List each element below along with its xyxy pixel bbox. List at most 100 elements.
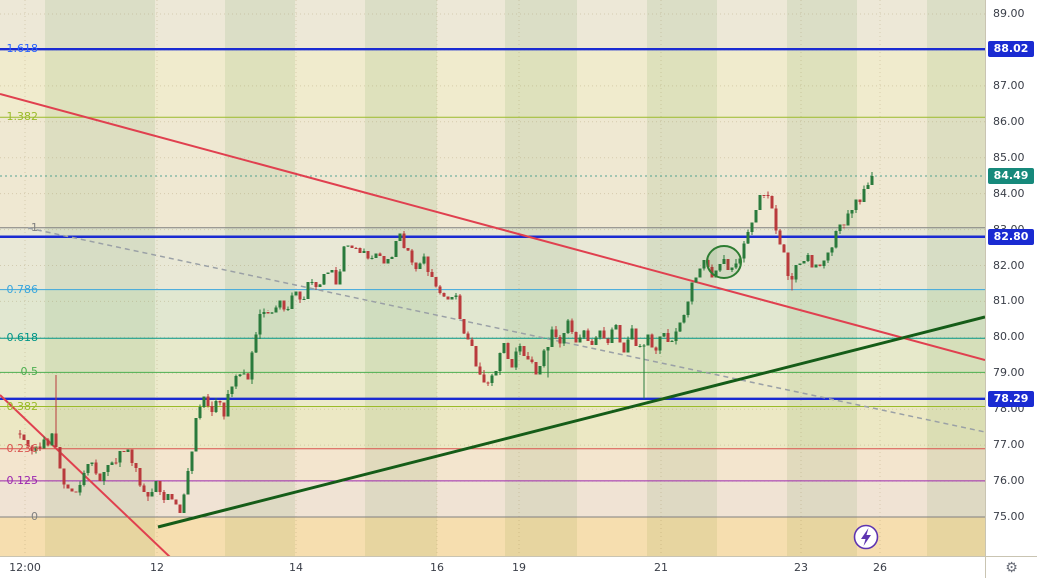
candle-body	[494, 371, 498, 376]
candle-body	[306, 282, 310, 300]
candle-body	[726, 259, 730, 271]
candle-body	[806, 255, 810, 261]
candle-body	[550, 329, 554, 347]
candle-body	[274, 307, 278, 313]
steep-trendline-red[interactable]	[0, 394, 192, 556]
candle-body	[646, 334, 650, 346]
candle-body	[654, 347, 658, 351]
candle-body	[150, 491, 154, 497]
candle-body	[802, 260, 806, 264]
candle-body	[618, 324, 622, 343]
session-band	[505, 0, 577, 556]
candle-body	[746, 232, 750, 244]
fib-band	[0, 448, 985, 481]
price-line-badge[interactable]: 82.80	[988, 228, 1034, 245]
candle-body	[546, 346, 550, 351]
candle-body	[438, 286, 442, 293]
candle-body	[422, 256, 426, 264]
candle-body	[682, 314, 686, 323]
candle-body	[638, 345, 642, 347]
chart-canvas[interactable]	[0, 0, 985, 556]
candle-body	[750, 222, 754, 233]
candle-body	[734, 263, 738, 268]
candle-body	[222, 402, 226, 417]
candle-body	[534, 361, 538, 375]
candle-body	[510, 358, 514, 368]
candle-body	[478, 366, 482, 375]
candle-body	[622, 342, 626, 353]
candle-body	[330, 270, 334, 273]
candle-body	[454, 295, 458, 298]
candle-body	[854, 199, 858, 210]
fib-band	[0, 49, 985, 118]
candle-body	[34, 446, 38, 451]
candle-body	[774, 208, 778, 231]
candle-body	[514, 351, 518, 368]
candle-body	[542, 350, 546, 366]
fib-band	[0, 289, 985, 339]
candle-body	[714, 270, 718, 278]
dashed-trendline-gray[interactable]	[27, 227, 985, 433]
price-tick-label: 79.00	[993, 366, 1025, 380]
candle-body	[674, 331, 678, 341]
candle-body	[22, 434, 26, 440]
candle-body	[838, 224, 842, 232]
candle-body	[490, 375, 494, 383]
price-tick-label: 87.00	[993, 78, 1025, 92]
candle-body	[406, 247, 410, 251]
candle-body	[430, 272, 434, 277]
candle-body	[762, 195, 766, 197]
candle-body	[258, 313, 262, 335]
candle-body	[702, 260, 706, 269]
candle-body	[394, 241, 398, 258]
candle-body	[786, 252, 790, 276]
candle-body	[686, 301, 690, 315]
ascending-support-green[interactable]	[157, 315, 985, 529]
candle-body	[346, 245, 350, 247]
candle-body	[642, 345, 646, 347]
price-tick-label: 80.00	[993, 330, 1025, 344]
highlight-circle-annotation[interactable]	[706, 245, 742, 279]
descending-trendline-red[interactable]	[0, 93, 985, 361]
candle-body	[126, 449, 130, 452]
candle-body	[110, 462, 114, 466]
candle-body	[182, 494, 186, 514]
candle-body	[46, 439, 50, 446]
candle-body	[170, 493, 174, 500]
candle-body	[538, 365, 542, 375]
candle-body	[122, 451, 126, 453]
time-tick-label: 21	[654, 561, 668, 574]
price-tick-label: 76.00	[993, 474, 1025, 488]
candle-body	[866, 185, 870, 190]
time-axis[interactable]: 12:00 12 14 16 19 21 23 26	[0, 556, 985, 578]
candle-body	[634, 328, 638, 347]
settings-gear-icon[interactable]: ⚙	[1005, 559, 1018, 576]
candle-body	[66, 484, 70, 489]
candle-body	[378, 253, 382, 257]
candle-body	[246, 373, 250, 380]
session-band	[927, 0, 985, 556]
candle-body	[50, 433, 54, 446]
candle-body	[426, 256, 430, 273]
candle-body	[130, 449, 134, 463]
candle-body	[158, 481, 162, 492]
time-tick-label: 12	[150, 561, 164, 574]
price-tick-label: 85.00	[993, 150, 1025, 164]
candle-body	[814, 264, 818, 268]
candle-body	[270, 312, 274, 314]
candle-body	[186, 470, 190, 495]
candle-body	[362, 251, 366, 254]
chart-area[interactable]: 0 0.125 0.236 0.382 0.5 0.618 0.786 1 1.382 1.618	[0, 0, 985, 556]
candle-body	[594, 337, 598, 346]
last-price-badge: 84.49	[988, 168, 1034, 185]
candle-body	[722, 259, 726, 265]
price-axis[interactable]: 89.0088.0087.0086.0085.0084.0083.0082.00…	[985, 0, 1037, 556]
candle-body	[658, 336, 662, 351]
price-line-badge[interactable]: 78.29	[988, 390, 1034, 407]
candle-body	[434, 276, 438, 287]
candle-body	[566, 320, 570, 334]
price-line-badge[interactable]: 88.02	[988, 41, 1034, 58]
candle-body	[678, 322, 682, 332]
session-band	[787, 0, 857, 556]
